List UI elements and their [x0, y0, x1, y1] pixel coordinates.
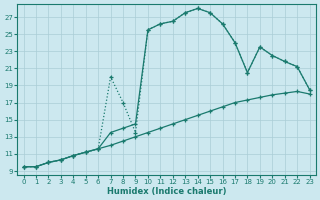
X-axis label: Humidex (Indice chaleur): Humidex (Indice chaleur) — [107, 187, 226, 196]
